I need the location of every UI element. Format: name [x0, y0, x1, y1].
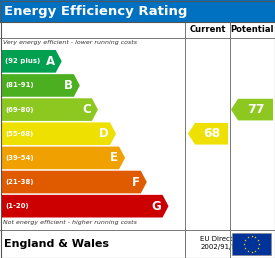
- Text: (1-20): (1-20): [5, 203, 29, 209]
- Polygon shape: [2, 195, 169, 217]
- Text: (39-54): (39-54): [5, 155, 34, 161]
- Text: (69-80): (69-80): [5, 107, 34, 112]
- Text: EU Directive
2002/91/EC: EU Directive 2002/91/EC: [199, 236, 243, 250]
- Text: (81-91): (81-91): [5, 83, 34, 88]
- Text: Very energy efficient - lower running costs: Very energy efficient - lower running co…: [3, 40, 137, 45]
- Text: Current: Current: [190, 26, 226, 35]
- Text: 77: 77: [247, 103, 264, 116]
- Text: A: A: [46, 55, 55, 68]
- Polygon shape: [2, 50, 62, 73]
- Text: B: B: [64, 79, 73, 92]
- Polygon shape: [2, 123, 116, 145]
- Text: D: D: [99, 127, 109, 140]
- Polygon shape: [2, 147, 125, 169]
- Text: (92 plus): (92 plus): [5, 58, 40, 64]
- Text: C: C: [82, 103, 91, 116]
- Text: England & Wales: England & Wales: [4, 239, 109, 249]
- Polygon shape: [2, 74, 80, 97]
- Bar: [232, 233, 271, 255]
- Polygon shape: [2, 98, 98, 121]
- Text: (55-68): (55-68): [5, 131, 33, 137]
- Text: Potential: Potential: [230, 26, 274, 35]
- Polygon shape: [188, 123, 228, 144]
- Bar: [0, 0, 275, 22]
- Polygon shape: [231, 99, 273, 120]
- Polygon shape: [2, 171, 147, 193]
- Text: 68: 68: [203, 127, 220, 140]
- Text: G: G: [152, 200, 161, 213]
- Text: F: F: [132, 175, 140, 189]
- Text: Energy Efficiency Rating: Energy Efficiency Rating: [4, 4, 187, 18]
- Text: E: E: [110, 151, 118, 164]
- Text: Not energy efficient - higher running costs: Not energy efficient - higher running co…: [3, 220, 137, 225]
- Text: (21-38): (21-38): [5, 179, 34, 185]
